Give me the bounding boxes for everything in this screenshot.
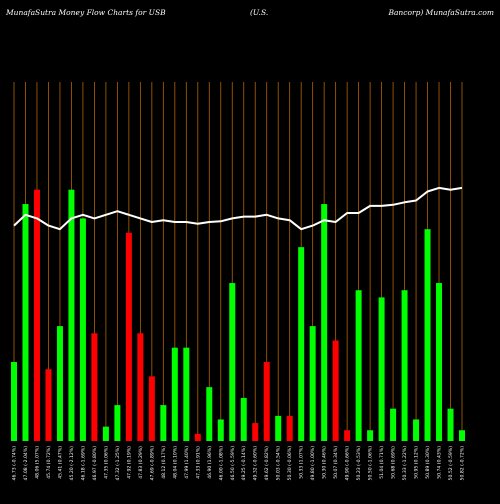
money-flow-bar <box>286 415 293 441</box>
x-tick-label: 49.90 (-0.66%) <box>345 446 351 481</box>
money-flow-bar <box>160 405 167 441</box>
x-tick-label: 47.83 (0.29%) <box>138 446 144 479</box>
x-tick-label: 47.08 (-2.04%) <box>23 446 29 481</box>
x-tick-label: 50.07 (0.34%) <box>333 446 339 479</box>
x-tick-label: 46.73 (-0.74%) <box>12 446 18 481</box>
x-tick-label: 48.04 (0.10%) <box>172 446 178 479</box>
chart-title-middle: (U.S. <box>250 8 269 17</box>
x-tick-label: 50.30 (-0.06%) <box>287 446 293 481</box>
x-tick-label: 50.23 (-0.53%) <box>356 446 362 481</box>
money-flow-bar <box>11 362 17 441</box>
x-tick-label: 50.82 (-0.72%) <box>460 446 466 481</box>
x-tick-label: 46.00 (-1.08%) <box>218 446 224 481</box>
x-tick-label: 50.89 (0.30%) <box>425 446 431 479</box>
x-tick-label: 49.80 (-1.00%) <box>310 446 316 481</box>
x-tick-label: 50.50 (-1.06%) <box>368 446 374 481</box>
money-flow-bar <box>367 430 374 441</box>
money-flow-bar <box>206 387 213 441</box>
money-flow-bar <box>114 405 121 441</box>
x-tick-label: 45.41 (0.47%) <box>57 446 63 479</box>
x-tick-label: 47.32 (-1.25%) <box>115 446 121 481</box>
money-flow-bar <box>390 408 397 441</box>
price-line <box>13 186 463 231</box>
money-flow-bar <box>378 297 385 441</box>
money-flow-bar <box>148 376 155 441</box>
x-tick-label: 50.68 (0.69%) <box>391 446 397 479</box>
x-tick-label: 47.33 (0.91%) <box>195 446 201 479</box>
money-flow-bar <box>22 204 29 441</box>
x-tick-label: 46.90 (1.96%) <box>207 446 213 479</box>
money-flow-bar <box>33 189 40 441</box>
money-flow-bar <box>436 283 443 441</box>
money-flow-bar <box>355 290 362 441</box>
x-tick-label: 46.18 (-1.69%) <box>80 446 86 481</box>
money-flow-bar <box>401 290 408 441</box>
money-flow-bar <box>217 419 224 441</box>
money-flow-bar <box>309 326 316 441</box>
x-tick-label: 48.12 (0.17%) <box>161 446 167 479</box>
money-flow-bar <box>91 333 98 441</box>
money-flow-bar <box>68 189 75 441</box>
money-flow-bar <box>447 408 454 441</box>
money-flow-bar <box>424 229 431 441</box>
x-tick-label: 50.52 (-0.59%) <box>448 446 454 481</box>
x-tick-label: 45.74 (0.72%) <box>46 446 52 479</box>
money-flow-bar <box>263 362 270 441</box>
money-flow-bar <box>459 430 465 441</box>
x-tick-label: 47.69 (-0.89%) <box>149 446 155 481</box>
money-flow-bar <box>344 430 351 441</box>
x-tick-label: 47.35 (0.06%) <box>103 446 109 479</box>
x-tick-label: 50.74 (0.43%) <box>437 446 443 479</box>
money-flow-bar <box>413 419 420 441</box>
money-flow-bar <box>194 433 201 441</box>
x-tick-label: 49.62 (-0.82%) <box>264 446 270 481</box>
money-flow-bar <box>102 426 109 441</box>
money-flow-bar <box>79 218 86 441</box>
money-flow-bar <box>321 204 328 441</box>
money-flow-bar <box>252 423 259 441</box>
x-tick-label: 47.99 (1.40%) <box>184 446 190 479</box>
x-tick-label: 51.04 (0.71%) <box>379 446 385 479</box>
x-tick-label: 50.33 (1.07%) <box>299 446 305 479</box>
chart-title-left: MunafaSutra Money Flow Charts for USB <box>6 8 166 17</box>
x-tick-label: 48.06 (5.07%) <box>34 446 40 479</box>
x-tick-label: 50.30 (0.46%) <box>322 446 328 479</box>
money-flow-bar <box>332 340 339 441</box>
money-flow-bar <box>125 232 132 441</box>
money-flow-bar <box>240 397 247 441</box>
money-flow-bar <box>298 247 305 441</box>
money-flow-bar <box>45 369 52 441</box>
x-tick-label: 50.95 (0.12%) <box>414 446 420 479</box>
x-tick-label: 50.03 (-0.54%) <box>276 446 282 481</box>
money-flow-bar <box>171 347 178 441</box>
x-tick-label: 49.32 (-0.60%) <box>253 446 259 481</box>
money-flow-bar <box>229 283 236 441</box>
money-flow-bar <box>275 415 282 441</box>
x-tick-label: 46.50 (-5.59%) <box>230 446 236 481</box>
x-tick-label: 49.25 (-0.14%) <box>241 446 247 481</box>
money-flow-bar <box>137 333 144 441</box>
x-tick-label: 45.20 (-2.12%) <box>69 446 75 481</box>
x-tick-label: 47.92 (0.19%) <box>126 446 132 479</box>
money-flow-bar <box>183 347 190 441</box>
x-tick-label: 46.97 (-0.80%) <box>92 446 98 481</box>
money-flow-bar <box>56 326 63 441</box>
chart-title-right: Bancorp) MunafaSutra.com <box>388 8 494 17</box>
x-tick-label: 50.33 (-1.22%) <box>402 446 408 481</box>
